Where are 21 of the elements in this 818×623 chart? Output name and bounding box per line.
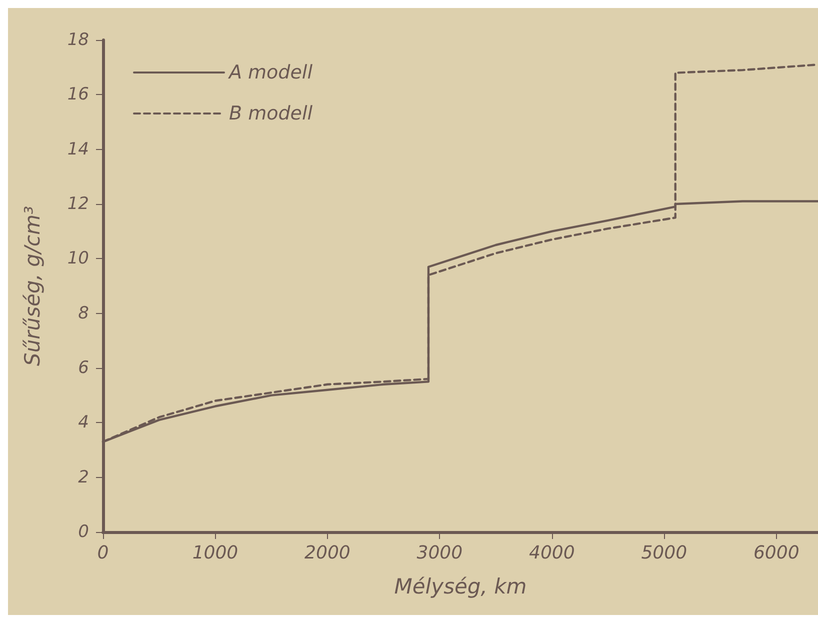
x-axis-title: Mélység, km [394, 574, 527, 598]
x-tick-label: 2000 [304, 542, 350, 564]
y-tick-label: 12 [67, 194, 89, 214]
x-tick-label: 3000 [416, 542, 463, 564]
y-tick-label: 18 [67, 30, 90, 50]
x-tick-label: 6000 [753, 542, 800, 564]
y-tick-label: 16 [67, 84, 90, 105]
y-axis-title: Sűrűség, g/cm³ [20, 206, 44, 366]
y-tick-label: 2 [78, 467, 89, 488]
y-tick-label: 8 [78, 303, 90, 324]
legend-label: A modell [227, 62, 314, 84]
legend-label: B modell [229, 102, 314, 124]
x-tick-label: 0 [97, 542, 109, 564]
y-tick-label: 6 [78, 358, 90, 378]
y-tick-label: 4 [78, 412, 89, 433]
y-tick-label: 14 [67, 139, 89, 160]
x-tick-label: 4000 [529, 542, 575, 564]
x-tick-label: 5000 [641, 542, 688, 564]
y-tick-label: 10 [67, 248, 89, 269]
y-tick-label: 0 [78, 522, 89, 542]
x-tick-label: 1000 [192, 542, 238, 564]
